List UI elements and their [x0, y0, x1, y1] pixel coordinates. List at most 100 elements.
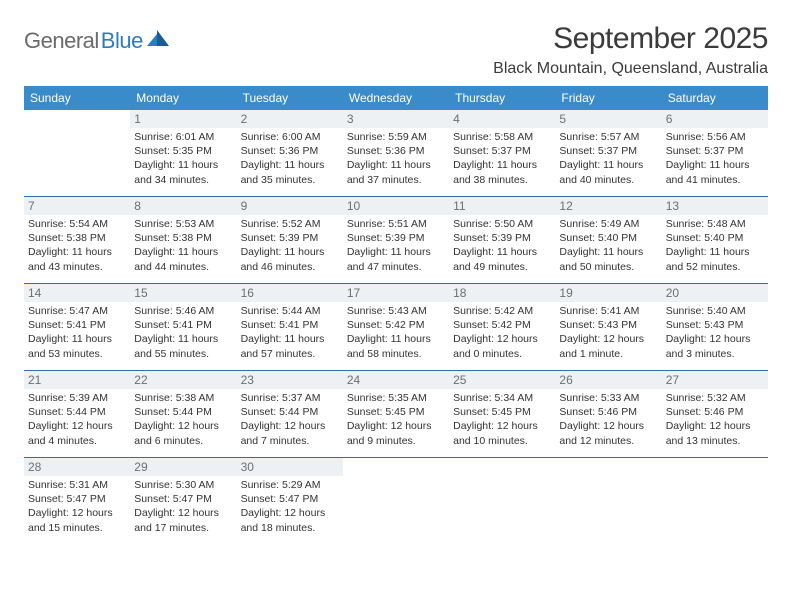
day-num-band: 30	[237, 458, 343, 476]
day-num-band: 26	[555, 371, 661, 389]
day-num-band: 28	[24, 458, 130, 476]
day-detail-line: Daylight: 12 hours and 3 minutes.	[666, 332, 764, 360]
day-number: 15	[134, 286, 232, 300]
calendar: SundayMondayTuesdayWednesdayThursdayFrid…	[24, 86, 768, 544]
day-details: Sunrise: 5:51 AMSunset: 5:39 PMDaylight:…	[347, 217, 445, 274]
day-details: Sunrise: 5:40 AMSunset: 5:43 PMDaylight:…	[666, 304, 764, 361]
day-details: Sunrise: 5:44 AMSunset: 5:41 PMDaylight:…	[241, 304, 339, 361]
day-number: 23	[241, 373, 339, 387]
week-row: 21Sunrise: 5:39 AMSunset: 5:44 PMDayligh…	[24, 371, 768, 458]
day-detail-line: Sunrise: 5:40 AM	[666, 304, 764, 318]
day-detail-line: Daylight: 11 hours and 40 minutes.	[559, 158, 657, 186]
day-detail-line: Daylight: 11 hours and 47 minutes.	[347, 245, 445, 273]
day-detail-line: Sunset: 5:41 PM	[134, 318, 232, 332]
day-detail-line: Sunset: 5:39 PM	[347, 231, 445, 245]
day-details: Sunrise: 5:34 AMSunset: 5:45 PMDaylight:…	[453, 391, 551, 448]
day-cell-14: 14Sunrise: 5:47 AMSunset: 5:41 PMDayligh…	[24, 284, 130, 370]
day-detail-line: Daylight: 11 hours and 53 minutes.	[28, 332, 126, 360]
day-cell-25: 25 Sunrise: 5:34 AMSunset: 5:45 PMDayligh…	[449, 371, 555, 457]
day-details: Sunrise: 5:54 AMSunset: 5:38 PMDaylight:…	[28, 217, 126, 274]
day-cell-empty	[343, 458, 449, 544]
day-detail-line: Sunset: 5:45 PM	[453, 405, 551, 419]
day-cell-21: 21 Sunrise: 5:39 AMSunset: 5:44 PMDayligh…	[24, 371, 130, 457]
day-number: 17	[347, 286, 445, 300]
day-detail-line: Sunrise: 5:44 AM	[241, 304, 339, 318]
day-number: 9	[241, 199, 339, 213]
title-block: September 2025 Black Mountain, Queenslan…	[493, 22, 768, 78]
day-details: Sunrise: 5:52 AMSunset: 5:39 PMDaylight:…	[241, 217, 339, 274]
day-details: Sunrise: 5:38 AMSunset: 5:44 PMDaylight:…	[134, 391, 232, 448]
day-number: 8	[134, 199, 232, 213]
day-detail-line: Sunrise: 5:52 AM	[241, 217, 339, 231]
day-detail-line: Sunset: 5:38 PM	[28, 231, 126, 245]
day-detail-line: Sunset: 5:46 PM	[666, 405, 764, 419]
day-num-band: 16	[237, 284, 343, 302]
day-num-band: 20	[662, 284, 768, 302]
day-detail-line: Daylight: 11 hours and 57 minutes.	[241, 332, 339, 360]
day-details: Sunrise: 5:57 AMSunset: 5:37 PMDaylight:…	[559, 130, 657, 187]
day-cell-16: 16 Sunrise: 5:44 AMSunset: 5:41 PMDayligh…	[237, 284, 343, 370]
day-detail-line: Sunrise: 5:32 AM	[666, 391, 764, 405]
day-cell-20: 20 Sunrise: 5:40 AMSunset: 5:43 PMDayligh…	[662, 284, 768, 370]
day-detail-line: Sunset: 5:44 PM	[134, 405, 232, 419]
day-details: Sunrise: 5:42 AMSunset: 5:42 PMDaylight:…	[453, 304, 551, 361]
day-num-band	[343, 458, 449, 476]
day-detail-line: Sunset: 5:44 PM	[28, 405, 126, 419]
day-number: 1	[134, 112, 232, 126]
day-detail-line: Daylight: 12 hours and 4 minutes.	[28, 419, 126, 447]
day-detail-line: Sunrise: 5:39 AM	[28, 391, 126, 405]
day-number: 3	[347, 112, 445, 126]
day-detail-line: Sunset: 5:43 PM	[666, 318, 764, 332]
day-detail-line: Daylight: 12 hours and 1 minute.	[559, 332, 657, 360]
month-title: September 2025	[493, 22, 768, 56]
day-details: Sunrise: 5:47 AMSunset: 5:41 PMDaylight:…	[28, 304, 126, 361]
day-detail-line: Sunrise: 5:47 AM	[28, 304, 126, 318]
day-cell-empty	[662, 458, 768, 544]
day-details: Sunrise: 5:29 AMSunset: 5:47 PMDaylight:…	[241, 478, 339, 535]
day-number: 21	[28, 373, 126, 387]
day-cell-empty	[24, 110, 130, 196]
day-details: Sunrise: 5:31 AMSunset: 5:47 PMDaylight:…	[28, 478, 126, 535]
day-cell-7: 7Sunrise: 5:54 AMSunset: 5:38 PMDaylight…	[24, 197, 130, 283]
day-num-band: 4	[449, 110, 555, 128]
day-detail-line: Sunrise: 5:34 AM	[453, 391, 551, 405]
day-num-band: 8	[130, 197, 236, 215]
day-detail-line: Sunrise: 5:30 AM	[134, 478, 232, 492]
day-detail-line: Sunrise: 5:38 AM	[134, 391, 232, 405]
day-num-band: 25	[449, 371, 555, 389]
day-detail-line: Sunrise: 5:54 AM	[28, 217, 126, 231]
day-detail-line: Daylight: 12 hours and 7 minutes.	[241, 419, 339, 447]
day-num-band: 12	[555, 197, 661, 215]
day-detail-line: Sunset: 5:45 PM	[347, 405, 445, 419]
day-details: Sunrise: 5:59 AMSunset: 5:36 PMDaylight:…	[347, 130, 445, 187]
day-detail-line: Sunrise: 5:50 AM	[453, 217, 551, 231]
day-details: Sunrise: 6:00 AMSunset: 5:36 PMDaylight:…	[241, 130, 339, 187]
day-number: 5	[559, 112, 657, 126]
day-cell-28: 28 Sunrise: 5:31 AMSunset: 5:47 PMDayligh…	[24, 458, 130, 544]
day-number: 26	[559, 373, 657, 387]
day-detail-line: Daylight: 12 hours and 15 minutes.	[28, 506, 126, 534]
day-detail-line: Sunset: 5:41 PM	[28, 318, 126, 332]
day-num-band	[24, 110, 130, 128]
calendar-page: GeneralBlue September 2025 Black Mountai…	[0, 0, 792, 544]
day-detail-line: Daylight: 12 hours and 12 minutes.	[559, 419, 657, 447]
day-cell-6: 6Sunrise: 5:56 AMSunset: 5:37 PMDaylight…	[662, 110, 768, 196]
day-cell-5: 5 Sunrise: 5:57 AMSunset: 5:37 PMDaylight…	[555, 110, 661, 196]
day-detail-line: Daylight: 11 hours and 58 minutes.	[347, 332, 445, 360]
day-num-band: 5	[555, 110, 661, 128]
day-num-band: 23	[237, 371, 343, 389]
day-detail-line: Sunset: 5:42 PM	[453, 318, 551, 332]
weekday-monday: Monday	[130, 86, 236, 110]
day-num-band	[449, 458, 555, 476]
day-detail-line: Daylight: 11 hours and 41 minutes.	[666, 158, 764, 186]
day-cell-26: 26Sunrise: 5:33 AMSunset: 5:46 PMDayligh…	[555, 371, 661, 457]
weekday-sunday: Sunday	[24, 86, 130, 110]
day-num-band: 9	[237, 197, 343, 215]
day-detail-line: Sunset: 5:47 PM	[241, 492, 339, 506]
day-detail-line: Sunrise: 5:53 AM	[134, 217, 232, 231]
day-num-band: 13	[662, 197, 768, 215]
day-cell-1: 1Sunrise: 6:01 AMSunset: 5:35 PMDaylight…	[130, 110, 236, 196]
day-details: Sunrise: 5:37 AMSunset: 5:44 PMDaylight:…	[241, 391, 339, 448]
day-detail-line: Sunrise: 5:41 AM	[559, 304, 657, 318]
day-number: 27	[666, 373, 764, 387]
